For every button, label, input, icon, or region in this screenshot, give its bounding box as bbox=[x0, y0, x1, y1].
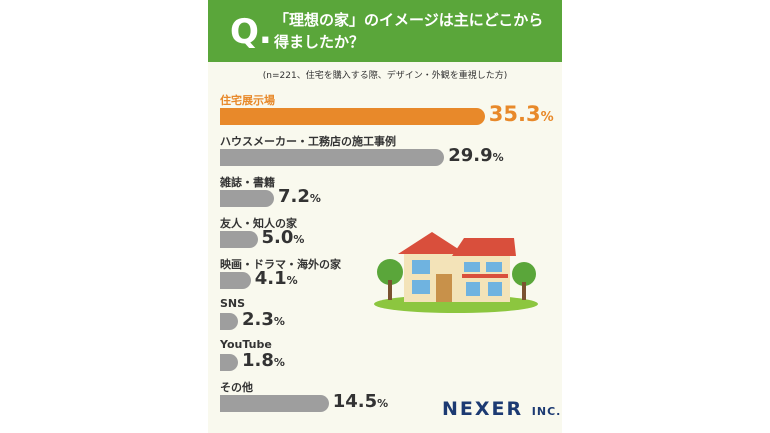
question-line-1: 「理想の家」のイメージは主にどこから bbox=[274, 11, 544, 29]
bar bbox=[220, 108, 485, 125]
value-unit: % bbox=[309, 192, 321, 205]
bar bbox=[220, 190, 274, 207]
value-unit: % bbox=[540, 110, 554, 125]
value-unit: % bbox=[293, 233, 305, 246]
value-number: 7.2 bbox=[278, 186, 310, 207]
value-number: 5.0 bbox=[261, 227, 294, 248]
category-label: 雑誌・書籍 bbox=[220, 176, 275, 189]
category-label: YouTube bbox=[220, 338, 272, 351]
logo-suffix: INC. bbox=[531, 405, 562, 418]
value-label: 2.3% bbox=[242, 309, 285, 330]
bar bbox=[220, 231, 258, 248]
value-unit: % bbox=[377, 397, 389, 410]
category-label: ハウスメーカー・工務店の施工事例 bbox=[220, 135, 396, 148]
value-number: 14.5 bbox=[332, 391, 378, 412]
logo-name: NEXER bbox=[442, 398, 524, 420]
value-label: 4.1% bbox=[255, 268, 298, 289]
sample-note: (n=221、住宅を購入する際、デザイン・外観を重視した方) bbox=[262, 71, 508, 81]
value-number: 29.9 bbox=[448, 145, 493, 166]
value-label: 1.8% bbox=[242, 350, 285, 371]
house-illustration bbox=[374, 232, 538, 313]
nexer-logo: NEXER INC. bbox=[442, 398, 561, 420]
question-text: 「理想の家」のイメージは主にどこから 得ましたか？ bbox=[274, 9, 554, 53]
category-label: 住宅展示場 bbox=[220, 94, 275, 107]
value-label: 7.2% bbox=[278, 186, 321, 207]
bar bbox=[220, 272, 251, 289]
bar bbox=[220, 149, 445, 166]
bar bbox=[220, 395, 329, 412]
value-unit: % bbox=[286, 274, 298, 287]
value-label: 29.9% bbox=[448, 145, 503, 166]
category-label: SNS bbox=[220, 297, 246, 310]
value-label: 5.0% bbox=[262, 227, 305, 248]
survey-card: Q. 「理想の家」のイメージは主にどこから 得ましたか？ (n=221、住宅を購… bbox=[208, 0, 562, 433]
value-label: 35.3% bbox=[489, 102, 554, 126]
question-line-2: 得ましたか？ bbox=[274, 33, 365, 51]
category-label: その他 bbox=[220, 381, 253, 394]
question-header: Q. 「理想の家」のイメージは主にどこから 得ましたか？ bbox=[208, 0, 562, 62]
value-number: 35.3 bbox=[488, 102, 541, 126]
question-mark: Q. bbox=[230, 12, 272, 52]
value-unit: % bbox=[492, 151, 504, 164]
value-unit: % bbox=[273, 315, 285, 328]
value-number: 2.3 bbox=[242, 309, 274, 330]
category-label: 友人・知人の家 bbox=[220, 217, 297, 230]
value-unit: % bbox=[273, 356, 285, 369]
category-label: 映画・ドラマ・海外の家 bbox=[220, 258, 341, 271]
value-label: 14.5% bbox=[333, 391, 388, 412]
value-number: 1.8 bbox=[242, 350, 274, 371]
bar bbox=[220, 313, 238, 330]
bar bbox=[220, 354, 238, 371]
value-number: 4.1 bbox=[254, 268, 287, 289]
